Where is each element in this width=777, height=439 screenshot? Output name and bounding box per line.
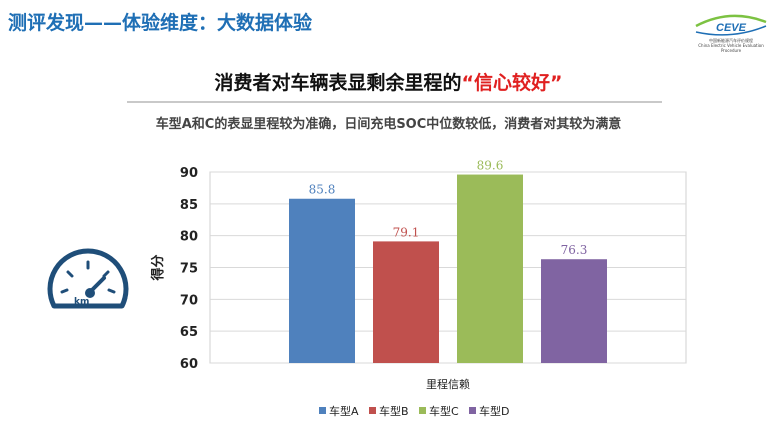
logo-subtitle-en: China Electric Vehicle Evaluation Proced… xyxy=(698,43,764,53)
page-title: 测评发现——体验维度：大数据体验 xyxy=(8,12,313,34)
y-axis-label: 得分 xyxy=(150,254,166,281)
legend-swatch xyxy=(369,407,376,414)
legend-swatch xyxy=(419,407,426,414)
bar xyxy=(541,259,607,363)
ceve-logo-icon: CEVE xyxy=(695,14,767,36)
score-chart: 60 65 70 75 80 85 90 得分 85.8 79.1 89.6 76.3 里程信赖车型A 车… xyxy=(150,150,690,435)
legend-swatch xyxy=(469,407,476,414)
legend-label: 车型C xyxy=(429,404,459,418)
ceve-logo: CEVE 中国新能源汽车评价规程 China Electric Vehicle … xyxy=(692,10,770,53)
y-tick-label: 70 xyxy=(180,293,198,308)
y-tick-label: 60 xyxy=(180,357,198,372)
bar xyxy=(289,198,355,363)
legend-label: 车型B xyxy=(379,404,409,418)
divider xyxy=(127,101,662,103)
speedometer-icon: km xyxy=(44,246,132,312)
y-tick-label: 90 xyxy=(180,166,198,181)
bar xyxy=(373,241,439,363)
x-category-label: 里程信赖 xyxy=(426,378,470,391)
bar xyxy=(457,174,523,363)
y-tick-label: 85 xyxy=(180,198,198,213)
data-label: 79.1 xyxy=(393,225,420,239)
y-tick-label: 75 xyxy=(180,262,198,277)
logo-subtitle-cn: 中国新能源汽车评价规程 xyxy=(709,38,753,43)
logo-subtitle: 中国新能源汽车评价规程 China Electric Vehicle Evalu… xyxy=(692,38,770,53)
legend-swatch xyxy=(319,407,326,414)
headline-main: 消费者对车辆表显剩余里程的 xyxy=(214,72,462,94)
headline: 消费者对车辆表显剩余里程的“信心较好” xyxy=(0,68,777,95)
data-label: 85.8 xyxy=(309,183,336,197)
legend-label: 车型D xyxy=(479,404,509,418)
data-label: 89.6 xyxy=(477,159,504,173)
logo-text: CEVE xyxy=(716,22,747,34)
headline-highlight: “信心较好” xyxy=(461,72,563,94)
legend-label: 车型A xyxy=(329,404,359,418)
gauge-unit: km xyxy=(74,297,89,307)
y-tick-label: 80 xyxy=(180,230,198,245)
y-tick-label: 65 xyxy=(180,325,198,340)
subtitle: 车型A和C的表显里程较为准确，日间充电SOC中位数较低，消费者对其较为满意 xyxy=(155,117,622,132)
data-label: 76.3 xyxy=(561,243,588,257)
